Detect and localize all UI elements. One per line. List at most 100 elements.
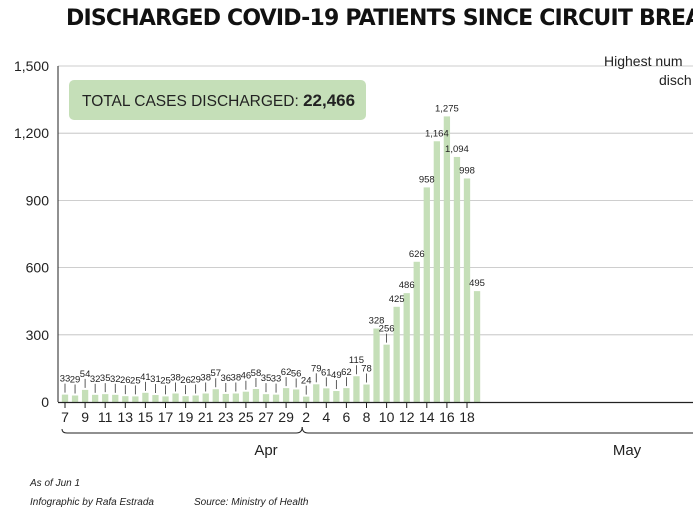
month-label-apr: Apr <box>254 442 277 459</box>
bar <box>102 394 109 402</box>
value-label: 46 <box>241 371 252 382</box>
value-label: 31 <box>150 374 161 385</box>
bar <box>423 187 430 402</box>
value-label: 25 <box>130 375 141 386</box>
bar <box>343 388 350 402</box>
total-box-background <box>69 80 366 120</box>
bar <box>71 395 79 402</box>
bar <box>303 396 310 402</box>
value-label: 24 <box>301 376 312 387</box>
value-label: 29 <box>70 375 81 386</box>
bar <box>313 384 320 402</box>
bar <box>383 344 390 402</box>
value-label: 58 <box>251 368 262 379</box>
value-label: 38 <box>231 372 242 383</box>
bar <box>61 394 69 402</box>
bar <box>393 306 400 402</box>
value-label: 38 <box>170 372 181 383</box>
total-box: TOTAL CASES DISCHARGED: 22,466 <box>69 80 366 120</box>
value-label: 115 <box>349 355 364 366</box>
y-tick-label: 300 <box>26 327 50 343</box>
value-label: 56 <box>291 368 302 379</box>
value-label: 1,164 <box>425 128 449 139</box>
value-label: 33 <box>60 374 71 385</box>
value-label: 32 <box>110 374 121 385</box>
x-tick-label: 6 <box>343 409 351 425</box>
y-tick-label: 1,500 <box>14 58 49 74</box>
bar <box>232 393 239 402</box>
bar <box>162 396 169 402</box>
bar <box>282 388 290 402</box>
value-label: 33 <box>271 374 282 385</box>
value-label: 35 <box>100 373 111 384</box>
bar <box>92 394 99 402</box>
y-tick-label: 1,200 <box>14 125 49 141</box>
value-label: 26 <box>180 375 191 386</box>
bar <box>272 394 280 402</box>
bar <box>443 116 451 403</box>
value-label: 1,094 <box>445 144 469 155</box>
value-label: 35 <box>261 373 272 384</box>
bar <box>363 384 370 402</box>
value-label: 425 <box>389 294 405 305</box>
x-tick-label: 10 <box>379 409 395 425</box>
value-label: 62 <box>281 367 292 378</box>
bar <box>172 393 179 402</box>
bar <box>323 388 330 402</box>
x-tick-label: 23 <box>218 409 234 425</box>
bar <box>142 392 149 402</box>
x-tick-label: 13 <box>118 409 134 425</box>
total-box-text: TOTAL CASES DISCHARGED: 22,466 <box>82 91 355 110</box>
as-of-note: As of Jun 1 <box>30 478 81 489</box>
x-tick-label: 11 <box>98 409 113 425</box>
x-tick-label: 25 <box>238 409 254 425</box>
annotation-line-2: disch <box>659 72 692 88</box>
credit-note: Infographic by Rafa Estrada <box>30 497 154 508</box>
x-tick-label: 2 <box>302 409 310 425</box>
bar <box>293 389 300 402</box>
value-label: 486 <box>399 280 415 291</box>
value-label: 1,275 <box>435 103 459 114</box>
x-tick-label: 7 <box>61 409 69 425</box>
bar <box>473 291 481 402</box>
bar <box>413 261 420 402</box>
value-label: 626 <box>409 249 425 260</box>
value-label: 54 <box>80 369 91 380</box>
x-tick-label: 15 <box>138 409 154 425</box>
value-label: 57 <box>210 368 221 379</box>
bar <box>112 394 119 402</box>
total-value: 22,466 <box>303 91 355 110</box>
x-tick-label: 27 <box>258 409 274 425</box>
value-label: 328 <box>369 316 385 327</box>
x-tick-label: 17 <box>158 409 174 425</box>
value-label: 38 <box>200 372 211 383</box>
value-label: 41 <box>140 372 151 383</box>
value-label: 26 <box>120 375 131 386</box>
x-tick-label: 8 <box>363 409 371 425</box>
bar <box>262 394 270 402</box>
value-label: 62 <box>341 367 352 378</box>
x-tick-label: 29 <box>278 409 294 425</box>
bar <box>453 156 461 402</box>
x-tick-label: 9 <box>81 409 89 425</box>
value-label: 79 <box>311 363 322 374</box>
value-label: 36 <box>221 373 232 384</box>
x-tick-label: 16 <box>439 409 455 425</box>
value-label: 49 <box>331 370 342 381</box>
y-tick-label: 900 <box>26 192 50 208</box>
x-tick-label: 14 <box>419 409 435 425</box>
value-label: 495 <box>469 278 485 289</box>
bar <box>353 376 360 402</box>
month-bracket-may <box>301 426 693 434</box>
annotation-line-1: Highest num <box>604 53 683 69</box>
bar <box>333 391 340 402</box>
value-label: 998 <box>459 165 475 176</box>
bar <box>403 293 410 402</box>
x-axis: 7 9 11 13 15 17 19 21 23 25 27 29 2 4 6 8 10 12 14 16 18 Apr M… <box>58 401 693 459</box>
x-tick-label: 21 <box>198 409 214 425</box>
chart-title: DISCHARGED COVID-19 PATIENTS SINCE CIRCU… <box>66 6 693 31</box>
y-axis: 0 300 600 900 1,200 1,500 <box>14 58 59 410</box>
x-tick-label: 4 <box>322 409 330 425</box>
total-label: TOTAL CASES DISCHARGED: <box>82 93 303 110</box>
